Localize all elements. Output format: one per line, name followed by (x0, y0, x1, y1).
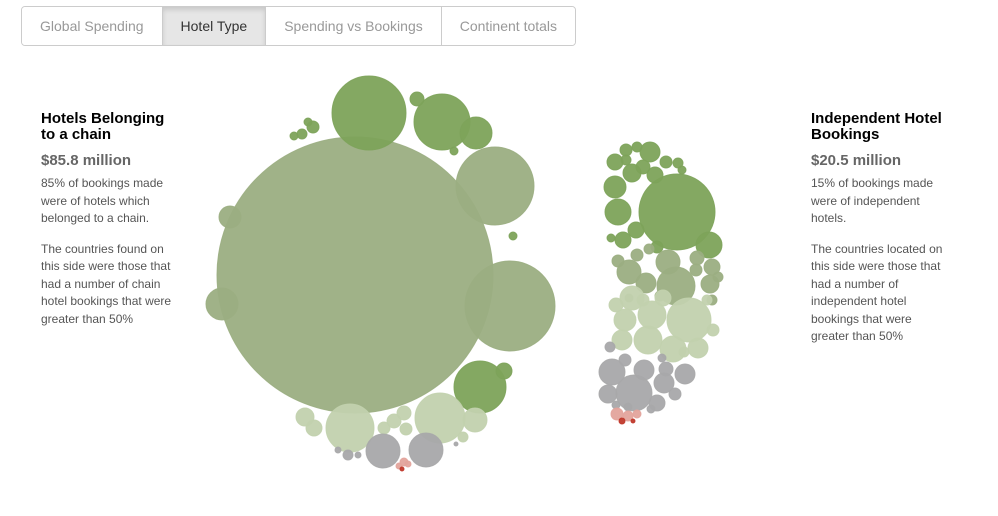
chain-country-bubble[interactable] (455, 146, 535, 226)
independent-hotels-amount: $20.5 million (811, 152, 902, 169)
chain-country-bubble[interactable] (495, 362, 513, 380)
independent-country-bubble[interactable] (618, 353, 632, 367)
chain-country-bubble[interactable] (305, 419, 323, 437)
chain-country-bubble[interactable] (508, 231, 518, 241)
independent-hotels-description: The countries located on this side were … (811, 241, 943, 344)
chain-country-bubble[interactable] (205, 287, 239, 321)
chain-hotels-description: The countries found on this side were th… (41, 241, 172, 326)
chain-country-bubble[interactable] (457, 431, 469, 443)
chain-country-bubble[interactable] (377, 421, 391, 435)
chain-country-bubble[interactable] (449, 146, 459, 156)
independent-country-bubble[interactable] (668, 387, 682, 401)
tab-continent-totals[interactable]: Continent totals (441, 7, 576, 45)
independent-country-bubble[interactable] (706, 323, 720, 337)
chain-country-bubble[interactable] (331, 75, 407, 151)
independent-country-bubble[interactable] (631, 141, 643, 153)
independent-country-bubble[interactable] (655, 249, 681, 275)
independent-country-bubble[interactable] (630, 418, 636, 424)
independent-hotels-title: Independent Hotel Bookings (811, 110, 942, 143)
independent-country-bubble[interactable] (646, 166, 664, 184)
independent-country-bubble[interactable] (666, 297, 712, 343)
independent-country-bubble[interactable] (606, 233, 616, 243)
chain-country-bubble[interactable] (334, 446, 342, 454)
chain-hotels-title: Hotels Belonging to a chain (41, 110, 165, 143)
independent-country-bubble[interactable] (633, 359, 655, 381)
independent-country-bubble[interactable] (712, 271, 724, 283)
independent-country-bubble[interactable] (677, 165, 687, 175)
tab-spending-vs-bookings[interactable]: Spending vs Bookings (266, 7, 442, 45)
independent-country-bubble[interactable] (604, 341, 616, 353)
independent-country-bubble[interactable] (603, 175, 627, 199)
independent-country-bubble[interactable] (627, 221, 645, 239)
independent-country-bubble[interactable] (701, 294, 713, 306)
view-tabs: Global Spending Hotel Type Spending vs B… (21, 6, 577, 46)
independent-country-bubble[interactable] (689, 263, 703, 277)
independent-country-bubble[interactable] (614, 231, 632, 249)
chain-country-bubble[interactable] (218, 205, 242, 229)
independent-country-bubble[interactable] (633, 325, 663, 355)
independent-country-bubble[interactable] (611, 329, 633, 351)
independent-country-bubble[interactable] (639, 141, 661, 163)
independent-country-bubble[interactable] (678, 346, 690, 358)
independent-country-bubble[interactable] (657, 353, 667, 363)
independent-country-bubble[interactable] (654, 289, 672, 307)
independent-country-bubble[interactable] (619, 143, 633, 157)
chain-country-bubble[interactable] (386, 413, 402, 429)
independent-country-bubble[interactable] (646, 404, 656, 414)
independent-country-bubble[interactable] (616, 259, 642, 285)
independent-country-bubble[interactable] (703, 258, 721, 276)
chain-country-bubble[interactable] (216, 136, 494, 414)
independent-country-bubble[interactable] (689, 250, 705, 266)
chain-country-bubble[interactable] (459, 116, 493, 150)
chain-country-bubble[interactable] (342, 449, 354, 461)
chain-country-bubble[interactable] (453, 441, 459, 447)
chain-country-bubble[interactable] (464, 260, 556, 352)
independent-country-bubble[interactable] (620, 154, 632, 166)
chain-country-bubble[interactable] (409, 91, 425, 107)
independent-country-bubble[interactable] (618, 417, 626, 425)
independent-country-bubble[interactable] (598, 358, 626, 386)
chain-country-bubble[interactable] (462, 407, 488, 433)
independent-country-bubble[interactable] (632, 409, 642, 419)
independent-country-bubble[interactable] (630, 248, 644, 262)
independent-country-bubble[interactable] (608, 297, 624, 313)
independent-country-bubble[interactable] (635, 272, 657, 294)
independent-hotels-share-text: 15% of bookings made were of independent… (811, 176, 934, 225)
independent-country-bubble[interactable] (674, 363, 696, 385)
independent-country-bubble[interactable] (643, 243, 655, 255)
independent-country-bubble[interactable] (635, 159, 651, 175)
chain-country-bubble[interactable] (404, 460, 412, 468)
chain-country-bubble[interactable] (289, 131, 299, 141)
independent-country-bubble[interactable] (611, 254, 625, 268)
chain-country-bubble[interactable] (408, 432, 444, 468)
independent-country-bubble[interactable] (659, 155, 673, 169)
independent-country-bubble[interactable] (606, 153, 624, 171)
chain-hotels-amount: $85.8 million (41, 152, 132, 169)
chain-country-bubble[interactable] (399, 466, 405, 472)
chain-country-bubble[interactable] (396, 405, 412, 421)
independent-hotels-panel: Independent Hotel Bookings $20.5 million… (811, 111, 951, 346)
tab-global-spending[interactable]: Global Spending (22, 7, 163, 45)
chain-country-bubble[interactable] (296, 128, 308, 140)
chain-hotels-panel: Hotels Belonging to a chain $85.8 millio… (41, 111, 181, 328)
independent-country-bubble[interactable] (623, 402, 633, 412)
independent-country-bubble[interactable] (638, 173, 716, 251)
independent-country-bubble[interactable] (604, 198, 632, 226)
chain-country-bubble[interactable] (399, 422, 413, 436)
independent-country-bubble[interactable] (658, 361, 674, 377)
chain-hotels-share-text: 85% of bookings made were of hotels whic… (41, 176, 164, 225)
independent-country-bubble[interactable] (687, 337, 709, 359)
tab-hotel-type[interactable]: Hotel Type (162, 7, 267, 45)
independent-country-bubble[interactable] (636, 293, 650, 307)
independent-country-bubble[interactable] (598, 384, 618, 404)
chain-country-bubble[interactable] (303, 117, 313, 127)
chain-country-bubble[interactable] (365, 433, 401, 469)
chain-country-bubble[interactable] (354, 451, 362, 459)
independent-country-bubble[interactable] (695, 231, 723, 259)
